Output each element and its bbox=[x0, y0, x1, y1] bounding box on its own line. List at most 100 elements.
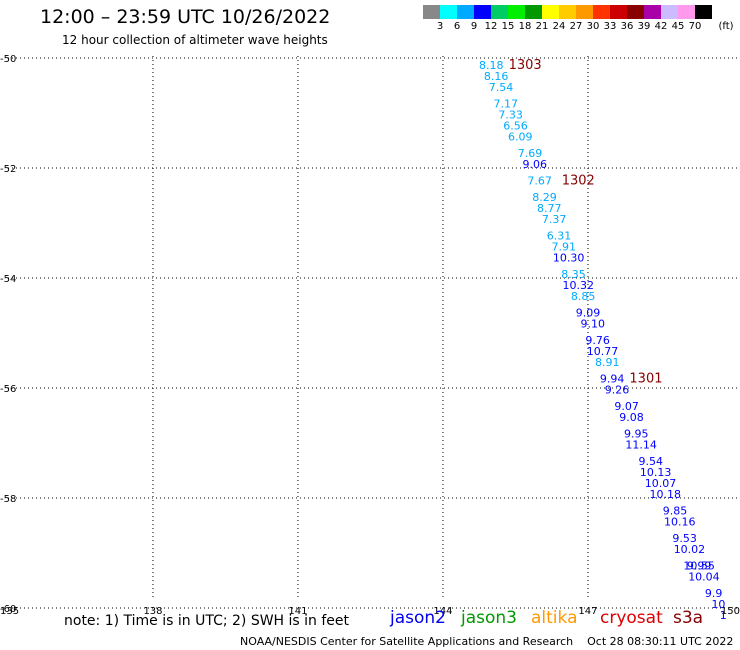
wave-height-label: 9.08 bbox=[619, 411, 644, 424]
footer-credit: NOAA/NESDIS Center for Satellite Applica… bbox=[240, 635, 734, 648]
legend-swatch bbox=[644, 5, 661, 19]
wave-height-label: 7.69 bbox=[518, 147, 543, 160]
legend-swatch bbox=[576, 5, 593, 19]
y-tick-label: -50 bbox=[0, 54, 16, 65]
y-tick-label: -54 bbox=[0, 274, 16, 285]
wave-height-label: 10.77 bbox=[587, 345, 619, 358]
wave-height-label: 9.53 bbox=[672, 532, 697, 545]
satellite-altika: altika bbox=[531, 608, 578, 628]
wave-height-label: 8.91 bbox=[595, 356, 620, 369]
legend-swatch bbox=[491, 5, 508, 19]
chart-title: 12:00 – 23:59 UTC 10/26/2022 bbox=[40, 6, 331, 28]
legend-swatch bbox=[423, 5, 440, 19]
wave-height-label: 10.04 bbox=[688, 571, 720, 584]
legend-swatch bbox=[610, 5, 627, 19]
wave-height-label: 8.29 bbox=[532, 191, 557, 204]
wave-height-label: 7.91 bbox=[552, 241, 577, 254]
legend-swatch bbox=[559, 5, 576, 19]
wave-height-label: 9.07 bbox=[614, 400, 639, 413]
y-tick-label: -60 bbox=[0, 604, 16, 615]
wave-height-label: 10 bbox=[711, 598, 725, 611]
legend-unit: (ft) bbox=[718, 21, 734, 32]
wave-height-label: 9.10 bbox=[581, 318, 606, 331]
legend-swatch bbox=[525, 5, 542, 19]
legend-tick-label: 21 bbox=[535, 21, 549, 32]
y-tick-label: -52 bbox=[0, 164, 16, 175]
chart-subtitle: 12 hour collection of altimeter wave hei… bbox=[62, 33, 328, 47]
legend-tick-label: 15 bbox=[501, 21, 515, 32]
wave-height-label: 9.95 bbox=[624, 428, 649, 441]
legend-swatch bbox=[695, 5, 712, 19]
footer-note: note: 1) Time is in UTC; 2) SWH is in fe… bbox=[64, 613, 350, 629]
wave-height-label: 10.02 bbox=[674, 543, 706, 556]
legend-swatch bbox=[474, 5, 491, 19]
x-tick-label: 138 bbox=[143, 606, 162, 617]
wave-height-label: 9.54 bbox=[639, 455, 664, 468]
wave-height-label: 8.35 bbox=[561, 268, 586, 281]
legend-tick-label: 33 bbox=[603, 21, 617, 32]
wave-height-label: 9.76 bbox=[585, 334, 610, 347]
wave-height-label: 10.30 bbox=[553, 252, 585, 265]
legend-tick-label: 30 bbox=[586, 21, 600, 32]
wave-height-label: 7.17 bbox=[494, 98, 519, 111]
x-tick-label: 135 bbox=[0, 606, 19, 617]
legend-tick-label: 39 bbox=[637, 21, 651, 32]
wave-height-label: 9.09 bbox=[576, 307, 601, 320]
legend-swatch bbox=[627, 5, 644, 19]
wave-height-label: 6.31 bbox=[547, 230, 572, 243]
x-tick-label: 150 bbox=[721, 606, 740, 617]
wave-height-label: 6.09 bbox=[508, 131, 533, 144]
legend-tick-label: 42 bbox=[654, 21, 668, 32]
legend-tick-label: 36 bbox=[620, 21, 634, 32]
x-tick-label: 141 bbox=[288, 606, 307, 617]
legend-tick-label: 18 bbox=[518, 21, 532, 32]
legend-swatch bbox=[508, 5, 525, 19]
wave-height-label: 1 bbox=[720, 609, 727, 622]
satellite-jason2: jason2 bbox=[390, 608, 446, 628]
wave-height-label: 9.9 bbox=[705, 587, 723, 600]
wave-height-label: 8.85 bbox=[571, 290, 596, 303]
legend-swatch bbox=[542, 5, 559, 19]
wave-height-label: 9.26 bbox=[605, 384, 630, 397]
y-tick-label: -58 bbox=[0, 494, 16, 505]
legend-swatch bbox=[593, 5, 610, 19]
color-legend bbox=[423, 5, 712, 19]
y-tick-label: -56 bbox=[0, 384, 16, 395]
x-tick-label: 144 bbox=[433, 606, 452, 617]
legend-tick-label: 27 bbox=[569, 21, 583, 32]
legend-tick-label: 3 bbox=[436, 21, 444, 32]
time-label: 1301 bbox=[629, 372, 662, 387]
wave-height-label: 9.85 bbox=[663, 505, 688, 518]
wave-height-label: 10.55 bbox=[683, 560, 715, 573]
wave-height-label: 10.16 bbox=[664, 516, 696, 529]
legend-swatch bbox=[661, 5, 678, 19]
x-tick-label: 147 bbox=[578, 606, 597, 617]
satellite-s3a: s3a bbox=[673, 608, 704, 628]
wave-height-label: 10.13 bbox=[640, 466, 672, 479]
legend-swatch bbox=[457, 5, 474, 19]
wave-height-label: 8.16 bbox=[484, 70, 509, 83]
satellite-jason3: jason3 bbox=[461, 608, 517, 628]
time-label: 1303 bbox=[509, 58, 542, 73]
wave-height-label: 7.33 bbox=[498, 109, 523, 122]
wave-height-label: 6.56 bbox=[503, 120, 528, 133]
wave-height-label: 8.18 bbox=[479, 59, 504, 72]
legend-tick-label: 70 bbox=[688, 21, 702, 32]
wave-height-label: 8.77 bbox=[537, 202, 562, 215]
wave-height-label: 7.54 bbox=[489, 81, 514, 94]
legend-tick-label: 24 bbox=[552, 21, 566, 32]
legend-tick-label: 12 bbox=[484, 21, 498, 32]
time-label: 1302 bbox=[562, 174, 595, 189]
legend-tick-label: 6 bbox=[453, 21, 461, 32]
wave-height-label: 10.32 bbox=[563, 279, 595, 292]
wave-height-label: 9.06 bbox=[523, 158, 548, 171]
legend-swatch bbox=[440, 5, 457, 19]
legend-tick-label: 45 bbox=[671, 21, 685, 32]
wave-height-label: 10.18 bbox=[650, 488, 682, 501]
wave-height-label: 9.99 bbox=[687, 560, 712, 573]
wave-height-label: 11.14 bbox=[625, 439, 657, 452]
wave-height-label: 10.07 bbox=[645, 477, 677, 490]
wave-height-label: 7.67 bbox=[527, 175, 552, 188]
wave-height-label: 7.37 bbox=[542, 213, 567, 226]
